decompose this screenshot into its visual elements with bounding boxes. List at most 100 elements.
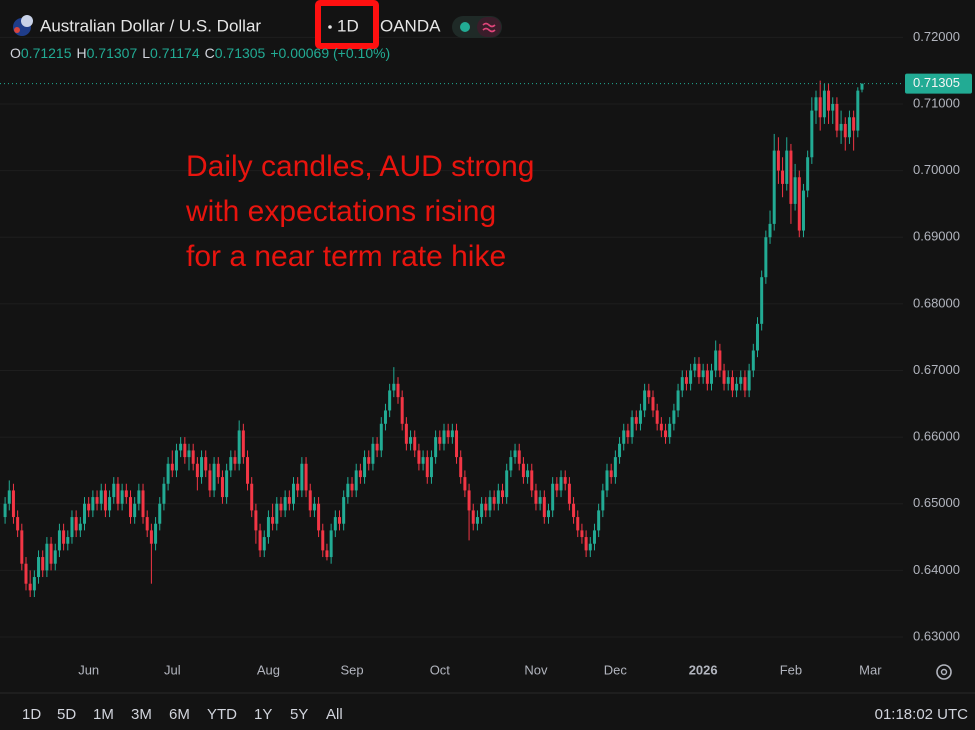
candle-body <box>174 450 178 471</box>
ohlc-label: H <box>77 45 87 61</box>
candle-body <box>730 377 734 391</box>
candle-body <box>241 430 245 458</box>
candle-body <box>287 497 291 504</box>
y-tick-label: 0.72000 <box>913 29 960 44</box>
candle-body <box>801 190 805 231</box>
candle-body <box>475 517 479 524</box>
candle-body <box>66 537 70 544</box>
candle-body <box>95 497 99 504</box>
range-button[interactable]: 6M <box>169 706 190 723</box>
range-button[interactable]: 1Y <box>254 706 272 723</box>
y-tick-label: 0.66000 <box>913 429 960 444</box>
candle-body <box>200 457 204 478</box>
candle-body <box>710 370 714 384</box>
change: +0.00069 (+0.10%) <box>270 45 390 61</box>
candle-body <box>471 510 475 524</box>
candle-body <box>246 457 250 484</box>
settings-icon[interactable] <box>936 664 952 680</box>
candle-body <box>166 463 170 484</box>
candle-body <box>16 517 20 531</box>
x-tick-label: Aug <box>257 662 280 677</box>
candle-body <box>191 450 195 464</box>
candle-body <box>108 497 112 511</box>
candle-body <box>831 103 835 111</box>
candle-body <box>772 150 776 224</box>
ohlc-label: L <box>142 45 150 61</box>
candle-body <box>860 83 864 90</box>
candle-body <box>797 177 801 231</box>
ohlc-label: C <box>205 45 215 61</box>
candle-body <box>697 363 701 378</box>
candle-body <box>793 177 797 204</box>
candle-body <box>513 450 517 458</box>
candle-body <box>743 377 747 391</box>
candle-body <box>676 390 680 411</box>
candle-body <box>49 543 53 564</box>
candle-body <box>354 470 358 491</box>
candle-body <box>668 423 672 438</box>
candle-body <box>258 530 262 551</box>
candle-body <box>271 517 275 524</box>
candle-body <box>417 450 421 464</box>
range-button[interactable]: 5Y <box>290 706 308 723</box>
candle-body <box>396 383 400 398</box>
candle-body <box>308 490 312 511</box>
candle-body <box>183 443 187 458</box>
candle-body <box>689 370 693 384</box>
x-tick-label: Jul <box>164 662 181 677</box>
interval: 1D <box>337 16 359 35</box>
candle-body <box>601 490 605 511</box>
candle-body <box>99 490 103 504</box>
candle-body <box>442 430 446 444</box>
candle-body <box>300 463 304 491</box>
candle-body <box>112 483 116 498</box>
range-button[interactable]: 1M <box>93 706 114 723</box>
candle-body <box>212 463 216 491</box>
y-tick-label: 0.63000 <box>913 628 960 643</box>
candle-body <box>559 477 563 491</box>
candle-body <box>120 490 124 504</box>
candles <box>3 80 864 598</box>
range-button[interactable]: 1D <box>22 706 41 723</box>
candle-body <box>149 530 153 544</box>
candle-body <box>195 463 199 478</box>
candle-body <box>204 457 208 471</box>
candle-body <box>296 483 300 491</box>
candle-body <box>158 503 162 524</box>
y-tick-label: 0.71000 <box>913 95 960 110</box>
candle-body <box>592 530 596 544</box>
candle-body <box>438 437 442 444</box>
range-button[interactable]: All <box>326 706 343 723</box>
annotation: with expectations rising <box>185 195 496 228</box>
candle-body <box>517 450 521 464</box>
candle-body <box>154 523 158 544</box>
candle-body <box>375 443 379 451</box>
candle-body <box>538 497 542 504</box>
candle-body <box>346 483 350 498</box>
candle-body <box>342 497 346 524</box>
candle-body <box>429 457 433 478</box>
candle-body <box>388 390 392 411</box>
candle-body <box>208 470 212 491</box>
candle-body <box>501 490 505 498</box>
candle-body <box>530 470 534 491</box>
candle-body <box>329 530 333 558</box>
candle-body <box>233 457 237 464</box>
x-tick-label: Mar <box>859 662 882 677</box>
candle-body <box>254 510 258 531</box>
x-tick-label: Sep <box>340 662 363 677</box>
candle-body <box>626 430 630 438</box>
candle-body <box>480 503 484 518</box>
overlay <box>0 73 972 94</box>
range-button[interactable]: 5D <box>57 706 76 723</box>
candle-body <box>781 170 785 184</box>
range-button[interactable]: 3M <box>131 706 152 723</box>
candle-body <box>91 497 95 511</box>
candle-body <box>835 103 839 131</box>
candle-body <box>484 503 488 511</box>
candle-body <box>555 483 559 491</box>
candle-body <box>572 503 576 518</box>
candle-body <box>488 497 492 511</box>
candle-body <box>680 377 684 391</box>
range-button[interactable]: YTD <box>207 706 237 723</box>
